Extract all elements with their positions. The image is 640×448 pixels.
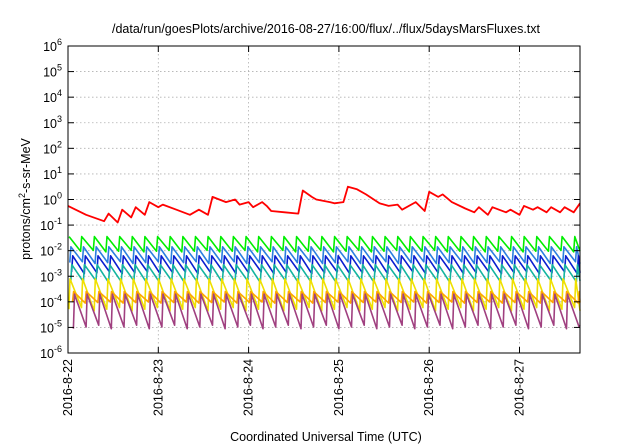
x-tick-label: 2016-8-24 xyxy=(242,359,256,416)
y-tick-base: 10 xyxy=(43,194,57,208)
x-tick-label: 2016-8-22 xyxy=(61,359,75,416)
y-tick-exp: -3 xyxy=(54,267,62,277)
x-tick-label: 2016-8-26 xyxy=(422,359,436,416)
y-tick-label: 10-6 xyxy=(40,344,62,361)
x-tick-label: 2016-8-23 xyxy=(151,359,165,416)
y-tick-label: 102 xyxy=(43,139,62,156)
y-tick-exp: -1 xyxy=(54,216,62,226)
series-line-0 xyxy=(67,185,581,224)
y-axis-label-rest: -s-sr-MeV xyxy=(19,137,33,193)
y-tick-exp: 1 xyxy=(57,165,62,175)
x-axis-label: Coordinated Universal Time (UTC) xyxy=(230,430,422,444)
y-tick-label: 10-3 xyxy=(40,267,62,284)
y-tick-base: 10 xyxy=(40,219,54,233)
y-tick-exp: -5 xyxy=(54,318,62,328)
y-tick-exp: -4 xyxy=(54,293,62,303)
y-tick-label: 100 xyxy=(43,191,62,208)
y-tick-exp: 4 xyxy=(57,88,62,98)
y-tick-exp: 5 xyxy=(57,63,62,73)
y-tick-label: 104 xyxy=(43,88,62,105)
series-layer xyxy=(67,185,581,330)
y-tick-label: 10-1 xyxy=(40,216,62,233)
y-tick-base: 10 xyxy=(40,245,54,259)
y-tick-label: 105 xyxy=(43,63,62,80)
y-axis-label-sup: 2 xyxy=(17,193,27,198)
y-tick-base: 10 xyxy=(40,296,54,310)
y-axis: 10-610-510-410-310-210-11001011021031041… xyxy=(40,37,580,361)
y-tick-exp: -6 xyxy=(54,344,62,354)
series-line-6 xyxy=(71,290,581,304)
y-tick-exp: -2 xyxy=(54,242,62,252)
y-axis-label: protons/cm2-s-sr-MeV xyxy=(17,137,33,259)
y-tick-base: 10 xyxy=(43,117,57,131)
y-tick-label: 10-4 xyxy=(40,293,62,310)
x-tick-label: 2016-8-27 xyxy=(512,359,526,416)
series-line-7 xyxy=(72,293,581,330)
y-tick-base: 10 xyxy=(43,91,57,105)
y-tick-base: 10 xyxy=(40,321,54,335)
x-tick-label: 2016-8-25 xyxy=(332,359,346,416)
y-tick-exp: 2 xyxy=(57,139,62,149)
y-tick-label: 101 xyxy=(43,165,62,182)
chart-title: /data/run/goesPlots/archive/2016-08-27/1… xyxy=(112,22,541,36)
series-line-5 xyxy=(68,277,581,312)
y-tick-label: 106 xyxy=(43,37,62,54)
y-tick-label: 10-5 xyxy=(40,318,62,335)
y-tick-exp: 3 xyxy=(57,114,62,124)
y-tick-base: 10 xyxy=(43,142,57,156)
y-tick-base: 10 xyxy=(40,270,54,284)
y-tick-base: 10 xyxy=(43,40,57,54)
y-tick-label: 10-2 xyxy=(40,242,62,259)
y-axis-label-base: protons/cm xyxy=(19,198,33,260)
y-tick-base: 10 xyxy=(43,168,57,182)
y-tick-label: 103 xyxy=(43,114,62,131)
series-line-4 xyxy=(69,263,581,284)
y-tick-base: 10 xyxy=(43,66,57,80)
y-tick-base: 10 xyxy=(40,347,54,361)
series-line-2 xyxy=(69,246,581,265)
x-axis: 2016-8-22 2016-8-23 2016-8-24 2016-8-25 2016… xyxy=(61,46,526,416)
y-tick-exp: 6 xyxy=(57,37,62,47)
series-line-1 xyxy=(68,235,581,253)
y-tick-exp: 0 xyxy=(57,191,62,201)
